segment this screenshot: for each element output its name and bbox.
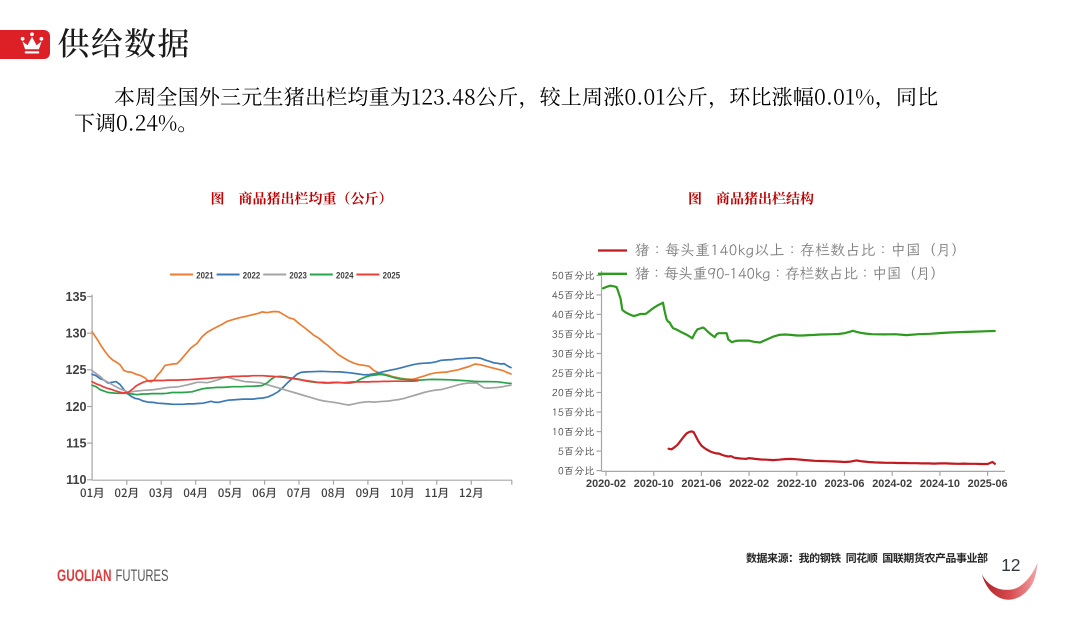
svg-text:2023-06: 2023-06 (825, 478, 865, 490)
svg-text:130: 130 (65, 327, 86, 341)
svg-text:FUTURES: FUTURES (116, 567, 169, 585)
svg-text:110: 110 (66, 473, 86, 487)
svg-text:2022-02: 2022-02 (729, 478, 769, 490)
svg-text:2021: 2021 (196, 270, 214, 281)
svg-text:2024-10: 2024-10 (920, 478, 960, 490)
svg-text:2023: 2023 (289, 270, 307, 281)
svg-text:GUOLIAN: GUOLIAN (57, 567, 112, 585)
svg-text:2025: 2025 (383, 270, 401, 281)
svg-text:120: 120 (65, 400, 86, 414)
svg-text:135: 135 (65, 290, 86, 304)
svg-text:2022-10: 2022-10 (777, 478, 817, 490)
svg-text:2020-10: 2020-10 (634, 478, 674, 490)
svg-text:115: 115 (66, 437, 86, 451)
svg-text:2024: 2024 (336, 270, 354, 281)
svg-text:2020-02: 2020-02 (586, 478, 626, 490)
svg-text:2024-02: 2024-02 (872, 478, 912, 490)
svg-text:2021-06: 2021-06 (681, 478, 721, 490)
svg-text:2022: 2022 (243, 270, 260, 281)
svg-text:2025-06: 2025-06 (968, 478, 1008, 490)
svg-text:125: 125 (65, 363, 86, 377)
svg-text:12: 12 (1001, 555, 1020, 575)
